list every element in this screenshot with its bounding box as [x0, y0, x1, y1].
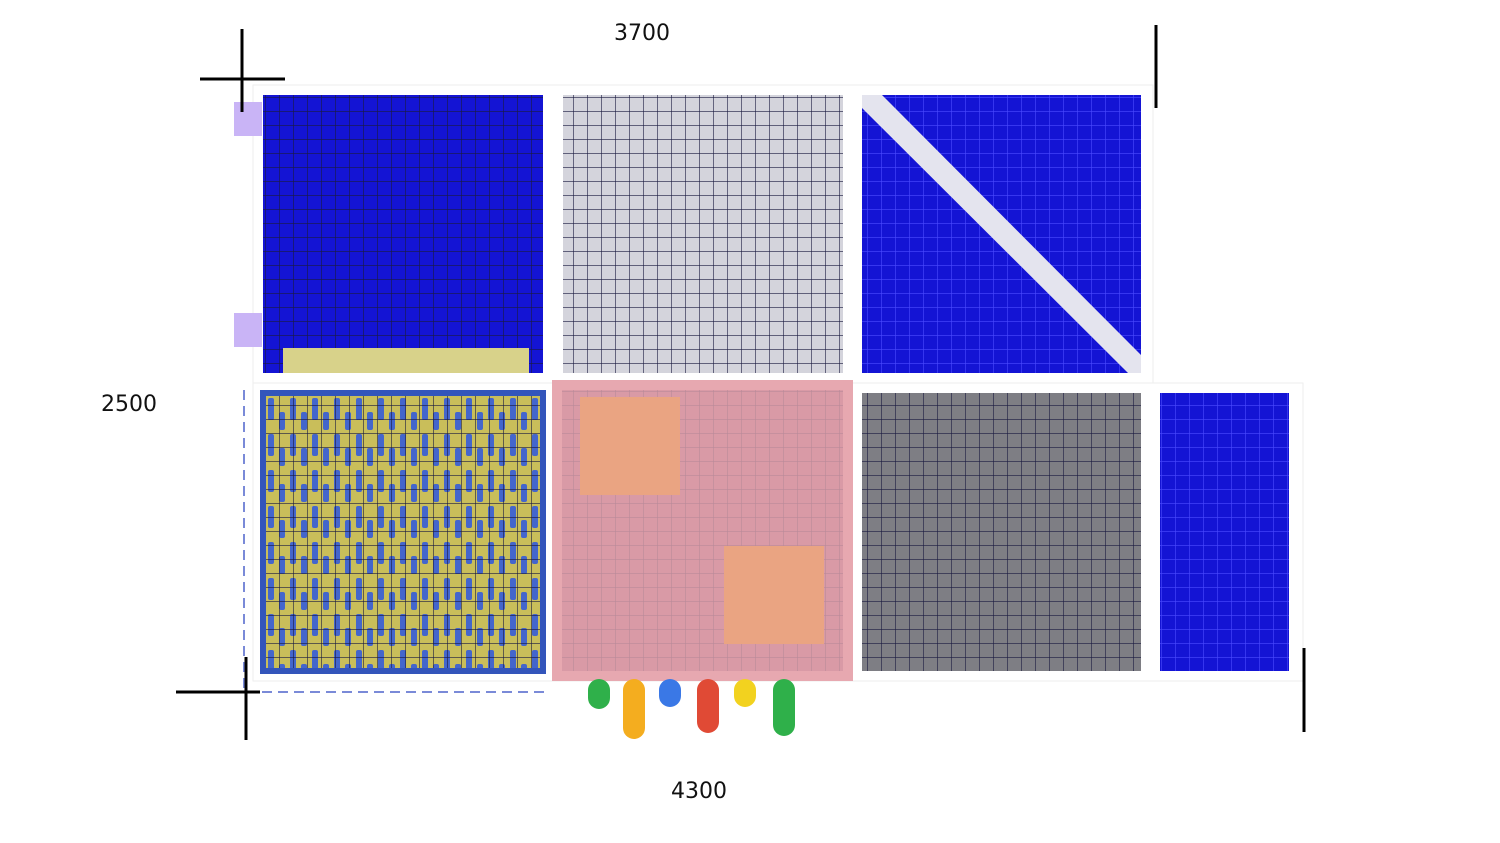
panel-pink: [552, 380, 853, 681]
dashed-outline: [243, 390, 545, 693]
panel-blue-narrow: [1160, 393, 1289, 671]
pegs: [588, 679, 795, 739]
tab: [234, 102, 262, 136]
panel-grey-light: [563, 95, 843, 373]
panel-grey-dark: [862, 393, 1141, 671]
dimension-label: 4300: [671, 779, 727, 804]
panel-blue-1: [263, 95, 543, 373]
dimension-label: 3700: [614, 21, 670, 46]
panel-blue-diagonal: [862, 95, 1141, 373]
dimension-label: 2500: [101, 392, 157, 417]
panel-weave: [260, 390, 546, 674]
tab: [234, 313, 262, 347]
crosshairs: [176, 25, 1306, 740]
